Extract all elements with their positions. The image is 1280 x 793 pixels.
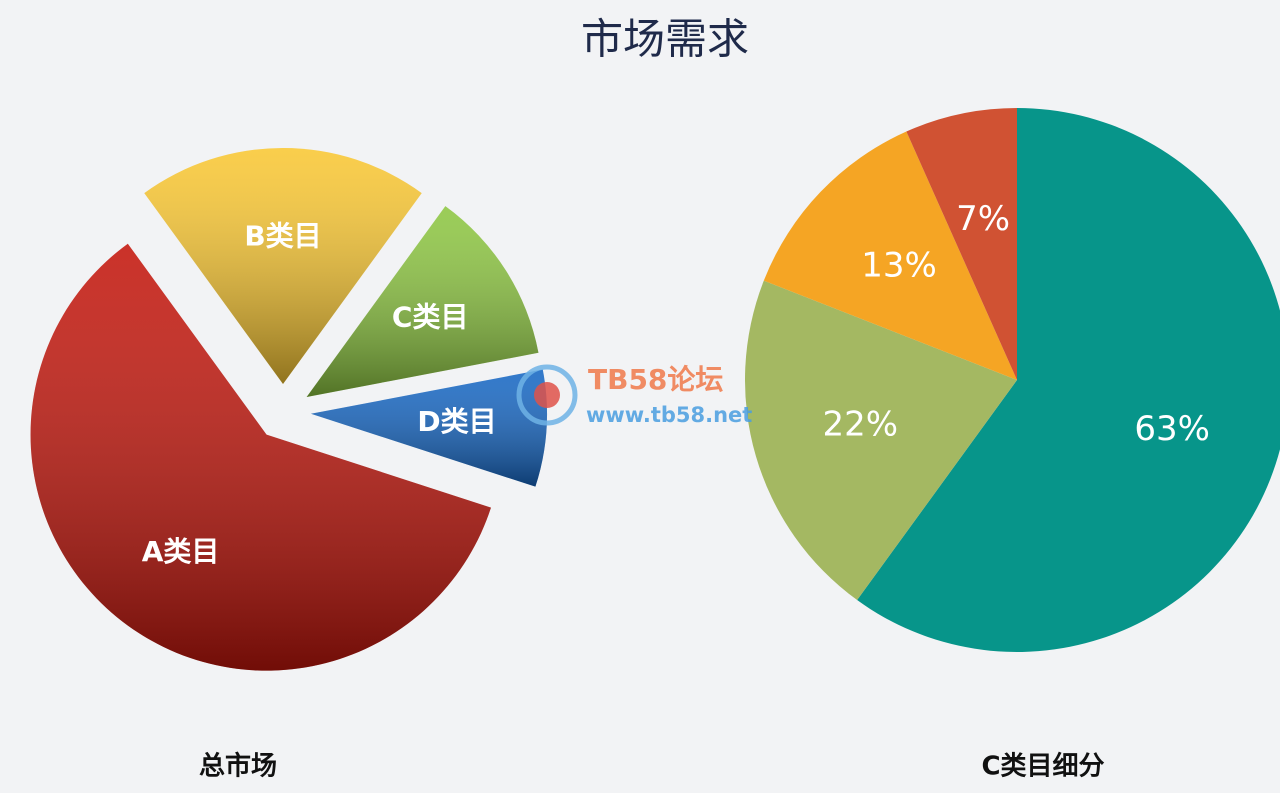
- slice-label: 22%: [823, 404, 899, 444]
- slice-shade: [310, 369, 547, 487]
- slice-label: 63%: [1134, 409, 1210, 449]
- slide-title: 市场需求: [581, 15, 749, 64]
- pie-slice: [745, 280, 1017, 601]
- slice-shade: [306, 206, 539, 397]
- slice-label: 13%: [861, 246, 937, 286]
- watermark: TB58论坛 www.tb58.net: [516, 363, 752, 427]
- slice-label: C类目: [392, 301, 469, 334]
- slice-shade: [144, 148, 422, 384]
- pie-slice: [906, 108, 1017, 380]
- chart-title: C类目细分: [981, 751, 1104, 782]
- slice-label: A类目: [142, 535, 220, 568]
- watermark-name: TB58论坛: [588, 363, 723, 396]
- pie-slice: [763, 131, 1017, 380]
- slice-shade: [30, 243, 491, 671]
- slice-label: B类目: [244, 220, 321, 253]
- watermark-logo: [516, 364, 578, 426]
- slice-label: D类目: [417, 405, 496, 438]
- watermark-url: www.tb58.net: [586, 403, 752, 427]
- pie-slice: [857, 108, 1280, 652]
- chart-title: 总市场: [199, 751, 277, 782]
- slice-label: 7%: [956, 199, 1010, 239]
- watermark-logo-center: [534, 382, 560, 408]
